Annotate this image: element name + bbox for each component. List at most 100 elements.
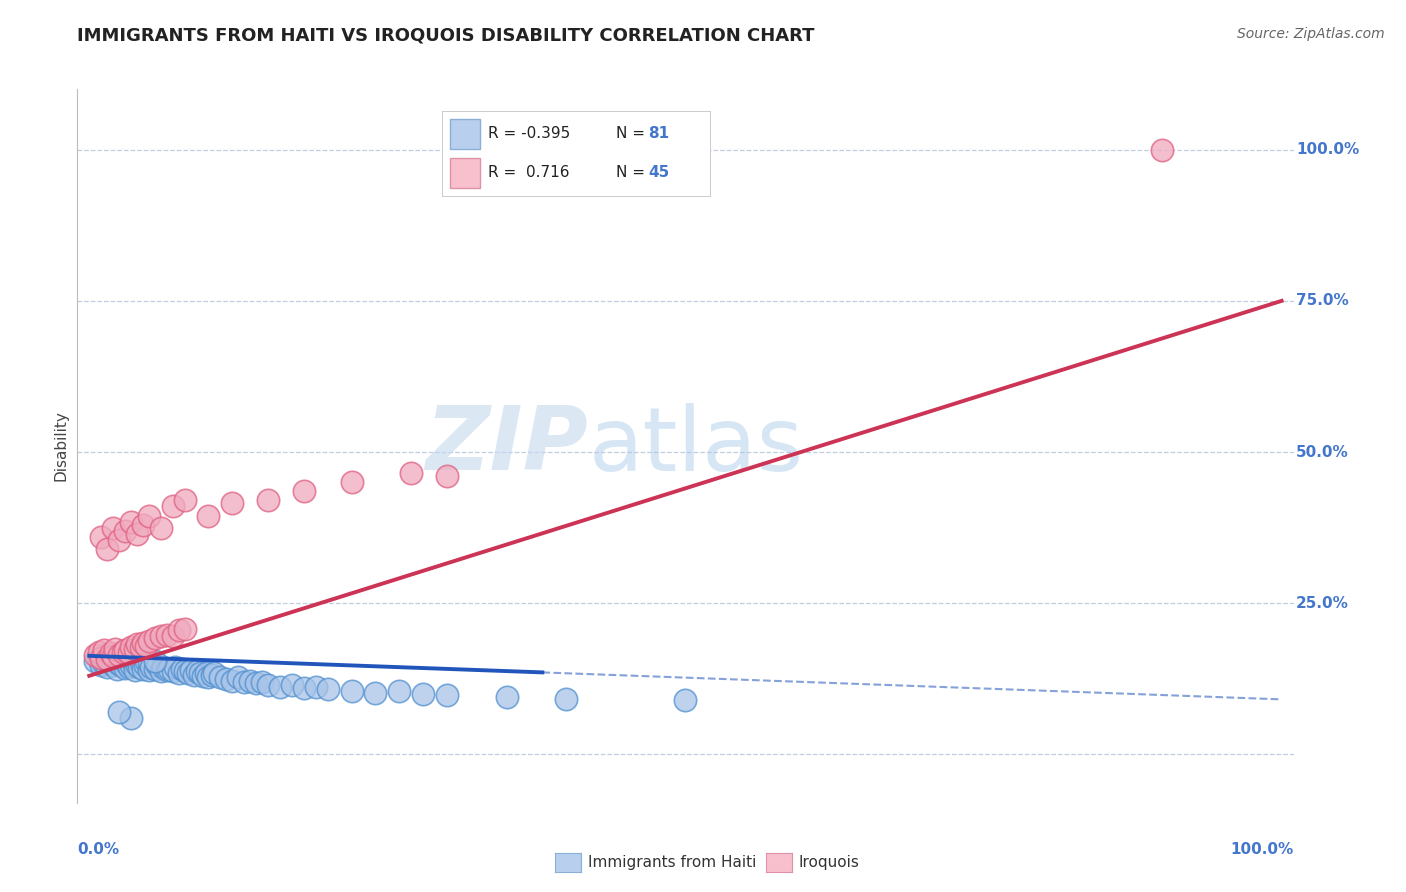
Point	[143, 632, 166, 646]
Point	[96, 649, 118, 664]
Point	[120, 640, 142, 654]
Point	[125, 657, 148, 672]
Point	[108, 648, 131, 662]
Point	[340, 475, 363, 490]
Point	[96, 652, 118, 666]
Text: Immigrants from Haiti: Immigrants from Haiti	[588, 855, 756, 870]
Point	[108, 648, 131, 662]
Point	[124, 663, 146, 677]
Point	[117, 646, 139, 660]
Point	[90, 648, 112, 662]
Point	[221, 496, 243, 510]
Point	[146, 657, 169, 672]
Point	[245, 676, 267, 690]
Point	[436, 688, 458, 702]
Point	[204, 665, 226, 680]
Point	[197, 508, 219, 523]
Point	[96, 659, 118, 673]
Point	[138, 633, 160, 648]
Point	[135, 639, 157, 653]
Point	[156, 628, 179, 642]
Text: R =  0.716: R = 0.716	[488, 165, 569, 180]
Point	[162, 500, 184, 514]
Point	[108, 657, 131, 671]
Point	[104, 654, 127, 668]
Point	[114, 652, 136, 666]
Point	[93, 657, 115, 671]
Point	[292, 681, 315, 695]
Text: atlas: atlas	[588, 402, 803, 490]
Point	[250, 674, 273, 689]
Text: N =: N =	[616, 165, 650, 180]
Point	[94, 652, 117, 666]
Point	[129, 655, 152, 669]
Point	[122, 655, 145, 669]
Point	[100, 655, 122, 669]
Point	[1152, 143, 1174, 157]
Point	[101, 657, 124, 672]
Text: 0.0%: 0.0%	[77, 842, 120, 857]
Point	[495, 690, 517, 704]
Text: 100.0%: 100.0%	[1230, 842, 1294, 857]
Point	[141, 659, 163, 673]
Point	[101, 650, 124, 665]
Point	[132, 517, 155, 532]
Point	[104, 641, 127, 656]
Point	[87, 650, 110, 665]
Point	[388, 684, 411, 698]
Point	[101, 521, 124, 535]
Text: Source: ZipAtlas.com: Source: ZipAtlas.com	[1237, 27, 1385, 41]
Point	[120, 515, 142, 529]
Point	[172, 661, 194, 675]
Point	[101, 649, 124, 664]
Point	[162, 630, 184, 644]
Point	[87, 645, 110, 659]
Point	[120, 649, 142, 664]
Text: IMMIGRANTS FROM HAITI VS IROQUOIS DISABILITY CORRELATION CHART: IMMIGRANTS FROM HAITI VS IROQUOIS DISABI…	[77, 27, 815, 45]
Point	[195, 665, 218, 680]
Point	[197, 670, 219, 684]
Point	[100, 646, 122, 660]
Point	[149, 630, 172, 644]
Text: 100.0%: 100.0%	[1296, 142, 1360, 157]
Point	[90, 657, 112, 672]
Text: Iroquois: Iroquois	[799, 855, 859, 870]
Point	[120, 711, 142, 725]
Point	[84, 654, 107, 668]
Point	[281, 678, 304, 692]
Point	[138, 663, 160, 677]
Point	[226, 670, 249, 684]
Point	[143, 654, 166, 668]
Point	[305, 680, 328, 694]
Point	[132, 635, 155, 649]
Point	[84, 648, 107, 662]
Point	[316, 682, 339, 697]
Point	[177, 665, 200, 680]
Point	[117, 657, 139, 671]
Point	[96, 541, 118, 556]
Point	[221, 673, 243, 688]
Point	[134, 657, 156, 672]
Point	[138, 508, 160, 523]
Point	[239, 673, 262, 688]
Point	[135, 654, 157, 668]
Point	[412, 687, 434, 701]
Point	[180, 663, 202, 677]
Point	[364, 686, 387, 700]
Point	[173, 664, 195, 678]
Text: R = -0.395: R = -0.395	[488, 127, 569, 141]
Point	[167, 624, 190, 638]
Point	[129, 640, 152, 654]
Point	[173, 622, 195, 636]
Point	[125, 652, 148, 666]
Point	[108, 705, 131, 719]
Point	[165, 659, 187, 673]
Y-axis label: Disability: Disability	[53, 410, 69, 482]
Text: ZIP: ZIP	[426, 402, 588, 490]
Point	[188, 665, 211, 680]
Point	[436, 469, 458, 483]
Text: 75.0%: 75.0%	[1296, 293, 1348, 309]
Point	[114, 524, 136, 538]
Text: 50.0%: 50.0%	[1296, 444, 1348, 459]
Point	[117, 659, 139, 673]
